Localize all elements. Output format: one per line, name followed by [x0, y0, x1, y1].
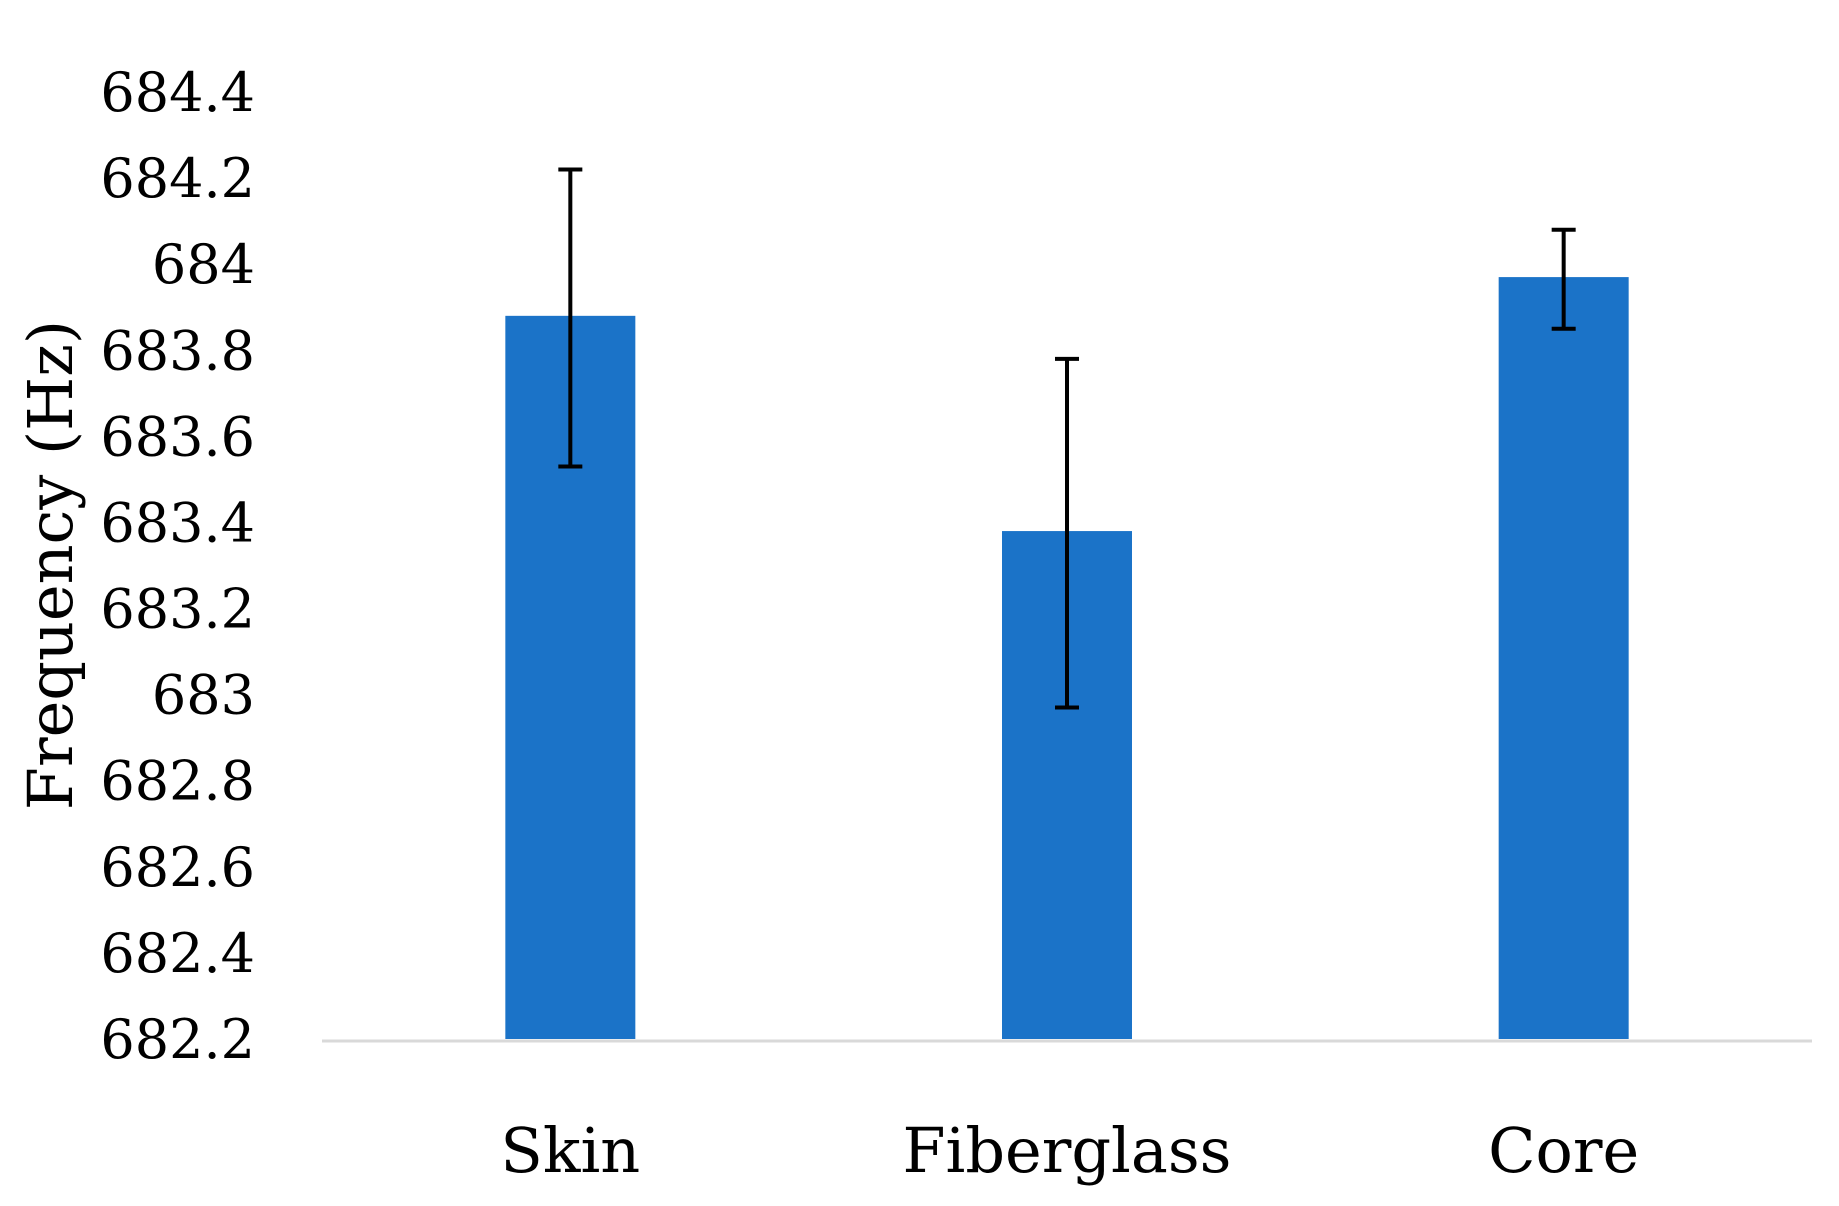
- y-tick-label: 683.4: [100, 491, 255, 554]
- y-tick-label: 684.2: [100, 147, 255, 210]
- error-bar-fiberglass: [1055, 356, 1079, 710]
- y-tick-label: 682.2: [100, 1008, 255, 1071]
- y-tick-label: 684.4: [100, 61, 255, 124]
- y-tick-label: 682.4: [100, 922, 255, 985]
- y-axis-ticks: 682.2 682.4 682.6 682.8 683 683.2 683.4 683.6 68…: [100, 61, 255, 1071]
- y-tick-label: 682.8: [100, 750, 255, 813]
- error-bar-skin: [558, 167, 583, 469]
- y-tick-label: 682.6: [100, 836, 255, 899]
- x-tick-label-fiberglass: Fiberglass: [903, 1114, 1232, 1187]
- x-tick-label-core: Core: [1488, 1114, 1639, 1187]
- y-tick-label: 683.6: [100, 405, 255, 468]
- x-axis-categories: Skin Fiberglass Core: [500, 1114, 1639, 1187]
- y-axis-title: Frequency (Hz): [14, 320, 87, 810]
- y-tick-label: 683.2: [100, 578, 255, 641]
- y-tick-label: 683.8: [100, 319, 255, 382]
- y-tick-label: 684: [152, 233, 255, 296]
- error-bar-core: [1551, 227, 1576, 331]
- error-bars: [558, 167, 1576, 710]
- x-tick-label-skin: Skin: [500, 1114, 640, 1187]
- bar-core: [1498, 277, 1629, 1039]
- y-tick-label: 683: [152, 664, 255, 727]
